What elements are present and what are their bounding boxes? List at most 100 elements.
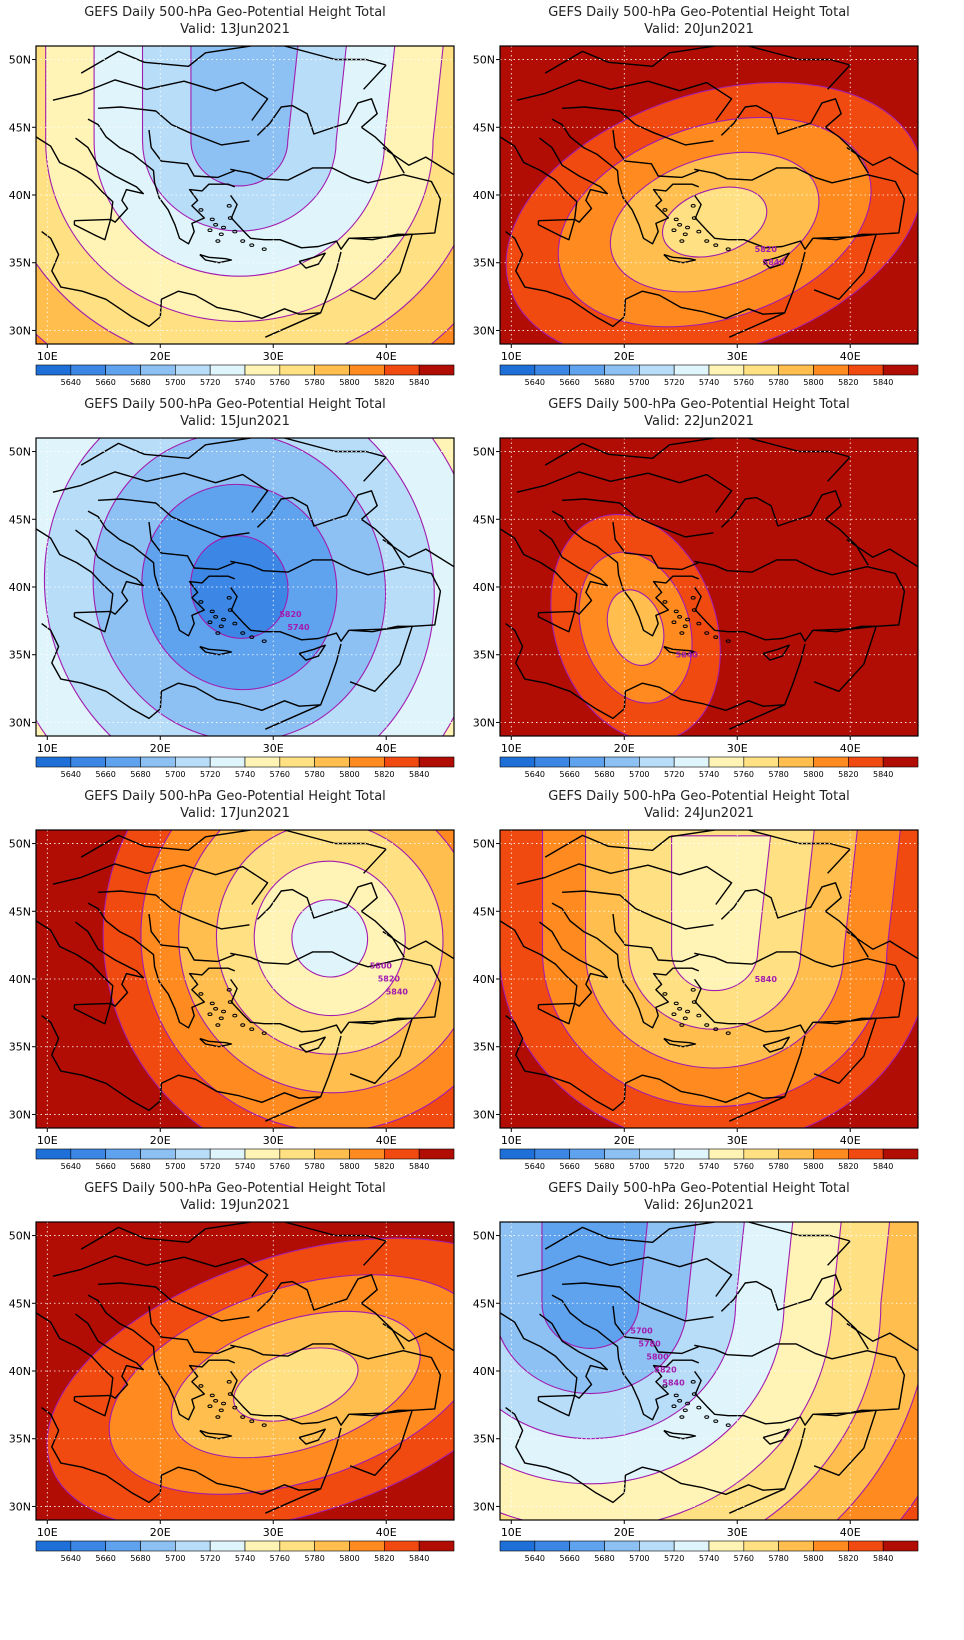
coastline — [298, 1036, 326, 1053]
y-tick-label: 40N — [473, 1365, 495, 1378]
coastline — [537, 218, 576, 241]
x-tick-label: 40E — [376, 1526, 397, 1539]
coastline — [148, 1305, 236, 1355]
contour-label: 5840 — [755, 975, 778, 984]
y-tick-label: 45N — [9, 121, 31, 134]
y-tick-label: 50N — [9, 54, 31, 67]
colorbar-swatch — [418, 364, 455, 376]
island — [704, 239, 710, 243]
island — [662, 208, 668, 212]
colorbar-swatch — [384, 756, 420, 768]
coastline — [229, 1343, 442, 1426]
island — [215, 239, 221, 243]
colorbar-swatch — [534, 1148, 570, 1160]
colorbar-swatch — [499, 1148, 536, 1160]
coastline — [98, 498, 250, 538]
coastline — [80, 1222, 251, 1250]
colorbar-swatch — [569, 364, 605, 376]
coastline — [762, 644, 790, 661]
colorbar-swatch — [35, 1148, 72, 1160]
colorbar-label: 5720 — [200, 378, 220, 387]
island — [685, 225, 691, 230]
map-panel: GEFS Daily 500-hPa Geo-Potential Height … — [464, 392, 934, 802]
coastline — [52, 863, 269, 905]
y-tick-label: 40N — [473, 973, 495, 986]
colorbar-label: 5740 — [235, 1162, 255, 1171]
contour-label: 5840 — [676, 651, 699, 660]
y-tick-label: 30N — [9, 1500, 31, 1513]
colorbar-swatch — [105, 1148, 141, 1160]
island — [207, 1012, 213, 1017]
colorbar-label: 5780 — [768, 770, 788, 779]
x-tick-label: 10E — [37, 742, 58, 755]
coastline — [349, 625, 413, 692]
coastline — [87, 510, 236, 637]
island — [218, 624, 224, 629]
colorbar-swatch — [35, 756, 72, 768]
colorbar-label: 5660 — [95, 770, 115, 779]
coastline — [80, 46, 251, 74]
coastline — [41, 1015, 342, 1112]
y-tick-label: 30N — [9, 324, 31, 337]
island — [221, 1009, 227, 1014]
panel-title: GEFS Daily 500-hPa Geo-Potential Height … — [84, 1181, 386, 1196]
coastline — [36, 920, 144, 1007]
coastline — [148, 521, 236, 571]
coastline — [382, 539, 454, 568]
coastline — [87, 902, 236, 1029]
island — [207, 620, 213, 625]
island — [690, 988, 696, 992]
contour-label: 5800 — [646, 1352, 669, 1361]
colorbar-label: 5720 — [664, 1554, 684, 1563]
island — [691, 1392, 697, 1396]
colorbar-label: 5780 — [768, 1162, 788, 1171]
colorbar-swatch — [743, 364, 779, 376]
coastline — [505, 231, 806, 328]
contour-label: 5840 — [386, 987, 409, 996]
colorbar-swatch — [569, 756, 605, 768]
coastline — [500, 920, 608, 1007]
coastline — [544, 1222, 715, 1250]
y-tick-label: 35N — [473, 649, 495, 662]
x-tick-label: 10E — [37, 350, 58, 363]
colorbar-swatch — [673, 1148, 710, 1160]
y-tick-label: 35N — [9, 257, 31, 270]
coastline — [98, 1282, 250, 1322]
colorbar-label: 5840 — [409, 1554, 429, 1563]
colorbar-swatch — [140, 1540, 176, 1552]
coastline — [562, 1282, 714, 1322]
colorbar-label: 5820 — [838, 1554, 858, 1563]
coastline — [846, 147, 918, 176]
colorbar-swatch — [534, 364, 570, 376]
colorbar-swatch — [604, 1148, 640, 1160]
colorbar-label: 5780 — [768, 378, 788, 387]
island — [662, 992, 668, 996]
colorbar-swatch — [140, 756, 176, 768]
colorbar-label: 5820 — [374, 1162, 394, 1171]
colorbar-swatch — [639, 1540, 675, 1552]
contour-label: 5840 — [763, 258, 786, 267]
colorbar-label: 5660 — [95, 1162, 115, 1171]
colorbar-swatch — [778, 1148, 814, 1160]
panel-valid-date: Valid: 24Jun2021 — [644, 806, 754, 821]
x-tick-label: 30E — [727, 1134, 748, 1147]
coastline — [98, 106, 250, 146]
island — [696, 1405, 702, 1410]
colorbar-label: 5640 — [61, 1554, 81, 1563]
colorbar-swatch — [175, 1148, 211, 1160]
island — [213, 223, 219, 227]
colorbar-swatch — [209, 1540, 246, 1552]
island — [677, 1399, 683, 1403]
coastline — [663, 253, 697, 264]
island — [671, 1404, 677, 1409]
y-tick-label: 40N — [473, 581, 495, 594]
colorbar-label: 5740 — [235, 770, 255, 779]
island — [671, 1012, 677, 1017]
coastline — [537, 610, 576, 633]
colorbar-swatch — [848, 364, 884, 376]
colorbar-label: 5720 — [200, 1554, 220, 1563]
colorbar-label: 5700 — [629, 378, 649, 387]
island — [685, 1401, 691, 1406]
island — [713, 243, 719, 247]
colorbar-swatch — [778, 364, 814, 376]
